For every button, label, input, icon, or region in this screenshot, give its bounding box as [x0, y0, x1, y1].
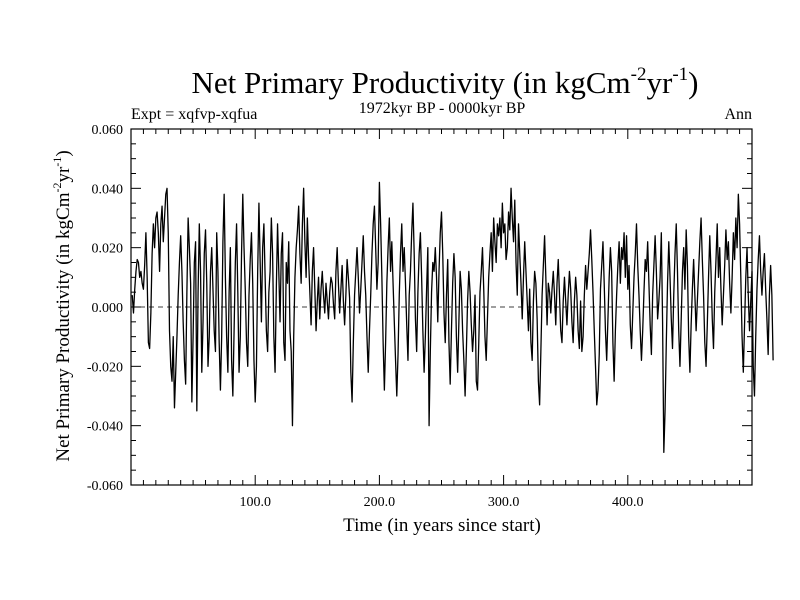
- season-label: Ann: [724, 106, 752, 123]
- title-sup2: -1: [672, 64, 688, 85]
- ylabel-mid: yr: [53, 166, 74, 183]
- x-axis-title: Time (in years since start): [343, 515, 541, 536]
- y-tick-label: -0.060: [87, 479, 123, 494]
- y-tick-label: -0.020: [87, 360, 123, 375]
- chart-subtitle: 1972kyr BP - 0000kyr BP: [359, 100, 526, 117]
- x-tick-label: 100.0: [239, 495, 271, 510]
- ylabel-main: Net Primary Productivity (in kgCm: [53, 192, 74, 461]
- title-main: Net Primary Productivity (in kgCm: [192, 65, 631, 100]
- y-tick-label: -0.040: [87, 420, 123, 435]
- series-line-0: [131, 181, 774, 454]
- y-tick-label: 0.000: [92, 301, 124, 316]
- ylabel-end: ): [53, 150, 74, 156]
- x-tick-label: 200.0: [364, 495, 396, 510]
- y-tick-label: 0.060: [92, 123, 124, 138]
- y-axis-title: Net Primary Productivity (in kgCm-2yr-1): [50, 150, 74, 461]
- title-mid: yr: [646, 65, 673, 100]
- x-tick-label: 400.0: [612, 495, 644, 510]
- x-tick-label: 300.0: [488, 495, 520, 510]
- tick-layer: 100.0 200.0 300.0 400.0 0.060 0.040 0.020 0.000…: [87, 123, 752, 510]
- plot-layer: [131, 181, 774, 454]
- ylabel-sup2: -1: [50, 157, 64, 167]
- experiment-label: Expt = xqfvp-xqfua: [131, 106, 257, 123]
- y-tick-label: 0.020: [92, 242, 124, 257]
- y-tick-label: 0.040: [92, 182, 124, 197]
- title-end: ): [688, 65, 698, 100]
- chart-title: Net Primary Productivity (in kgCm-2yr-1): [192, 64, 699, 100]
- plot-frame: [130, 128, 753, 486]
- ylabel-sup1: -2: [50, 183, 64, 193]
- title-sup1: -2: [631, 64, 647, 85]
